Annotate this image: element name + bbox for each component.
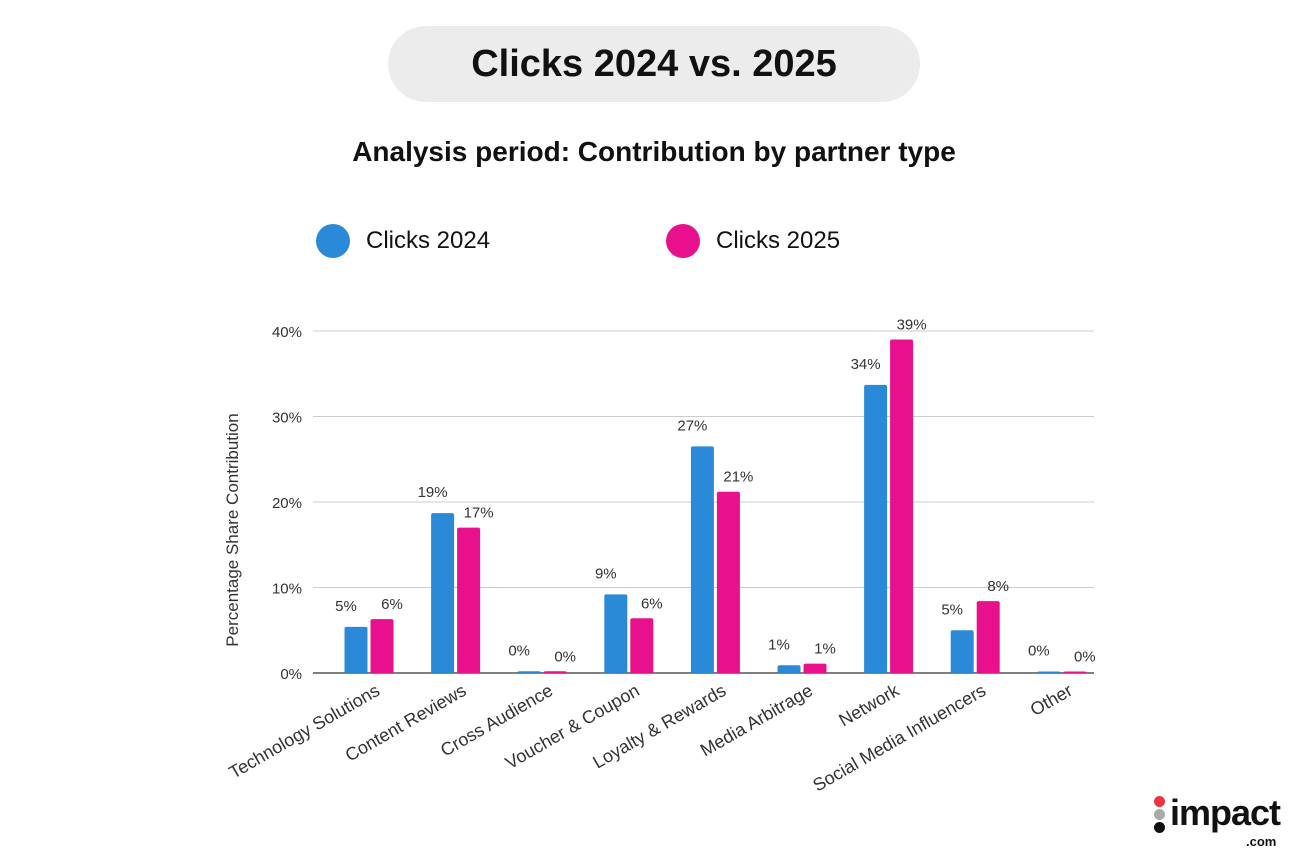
legend-item-clicks-2024: Clicks 2024 bbox=[316, 224, 490, 258]
data-label: 0% bbox=[508, 642, 530, 659]
bar-2025 bbox=[370, 619, 394, 673]
y-tick-label: 10% bbox=[272, 581, 302, 598]
bar-2024 bbox=[1037, 671, 1061, 673]
y-tick-label: 30% bbox=[272, 410, 302, 427]
y-axis-title: Percentage Share Contribution bbox=[223, 413, 242, 646]
data-label: 8% bbox=[987, 578, 1009, 595]
logo-dot-red bbox=[1154, 796, 1165, 807]
bar-2025 bbox=[630, 618, 654, 673]
data-label: 39% bbox=[897, 317, 927, 334]
y-tick-label: 20% bbox=[272, 495, 302, 512]
bar-2025 bbox=[457, 527, 481, 673]
data-label: 5% bbox=[335, 598, 357, 615]
logo-dot-black bbox=[1154, 822, 1165, 833]
data-label: 9% bbox=[595, 565, 617, 582]
chart-subtitle: Analysis period: Contribution by partner… bbox=[352, 136, 956, 167]
bar-2024 bbox=[604, 594, 628, 673]
logo-dot-gray bbox=[1154, 809, 1165, 820]
data-label: 27% bbox=[677, 417, 707, 434]
data-label: 19% bbox=[418, 484, 448, 501]
bar-2024 bbox=[950, 630, 974, 673]
bar-2024 bbox=[864, 384, 888, 673]
y-tick-label: 0% bbox=[280, 666, 302, 683]
bar-2024 bbox=[517, 671, 541, 673]
bar-2024 bbox=[344, 626, 368, 673]
legend-swatch-blue bbox=[316, 224, 350, 258]
data-label: 21% bbox=[723, 469, 753, 486]
bar-2025 bbox=[1063, 671, 1087, 673]
data-label: 34% bbox=[851, 356, 881, 373]
y-tick-label: 40% bbox=[272, 324, 302, 341]
chart-title: Clicks 2024 vs. 2025 bbox=[388, 26, 920, 102]
impact-logo: impact .com bbox=[1150, 794, 1290, 854]
data-label: 17% bbox=[464, 505, 494, 522]
logo-text: impact bbox=[1170, 792, 1281, 833]
data-label: 0% bbox=[1028, 643, 1050, 660]
data-label: 6% bbox=[641, 595, 663, 612]
legend-label: Clicks 2024 bbox=[366, 227, 491, 254]
data-label: 0% bbox=[1074, 649, 1096, 666]
bar-2024 bbox=[777, 665, 801, 673]
data-label: 1% bbox=[814, 641, 836, 658]
bar-2024 bbox=[690, 446, 714, 673]
bar-2025 bbox=[803, 663, 827, 673]
bar-2025 bbox=[890, 339, 914, 673]
legend-item-clicks-2025: Clicks 2025 bbox=[666, 224, 840, 258]
logo-suffix: .com bbox=[1246, 834, 1277, 849]
x-tick-label: Other bbox=[1027, 680, 1076, 720]
data-label: 0% bbox=[554, 648, 576, 665]
x-tick-label: Technology Solutions bbox=[226, 680, 383, 782]
x-tick-label: Network bbox=[835, 680, 903, 731]
bar-2025 bbox=[976, 601, 1000, 673]
data-label: 1% bbox=[768, 636, 790, 653]
bar-2024 bbox=[431, 513, 455, 673]
bar-2025 bbox=[716, 491, 740, 673]
bar-2025 bbox=[543, 671, 567, 673]
legend-swatch-pink bbox=[666, 224, 700, 258]
legend-label: Clicks 2025 bbox=[716, 227, 841, 254]
data-label: 6% bbox=[381, 596, 403, 613]
data-label: 5% bbox=[941, 601, 963, 618]
